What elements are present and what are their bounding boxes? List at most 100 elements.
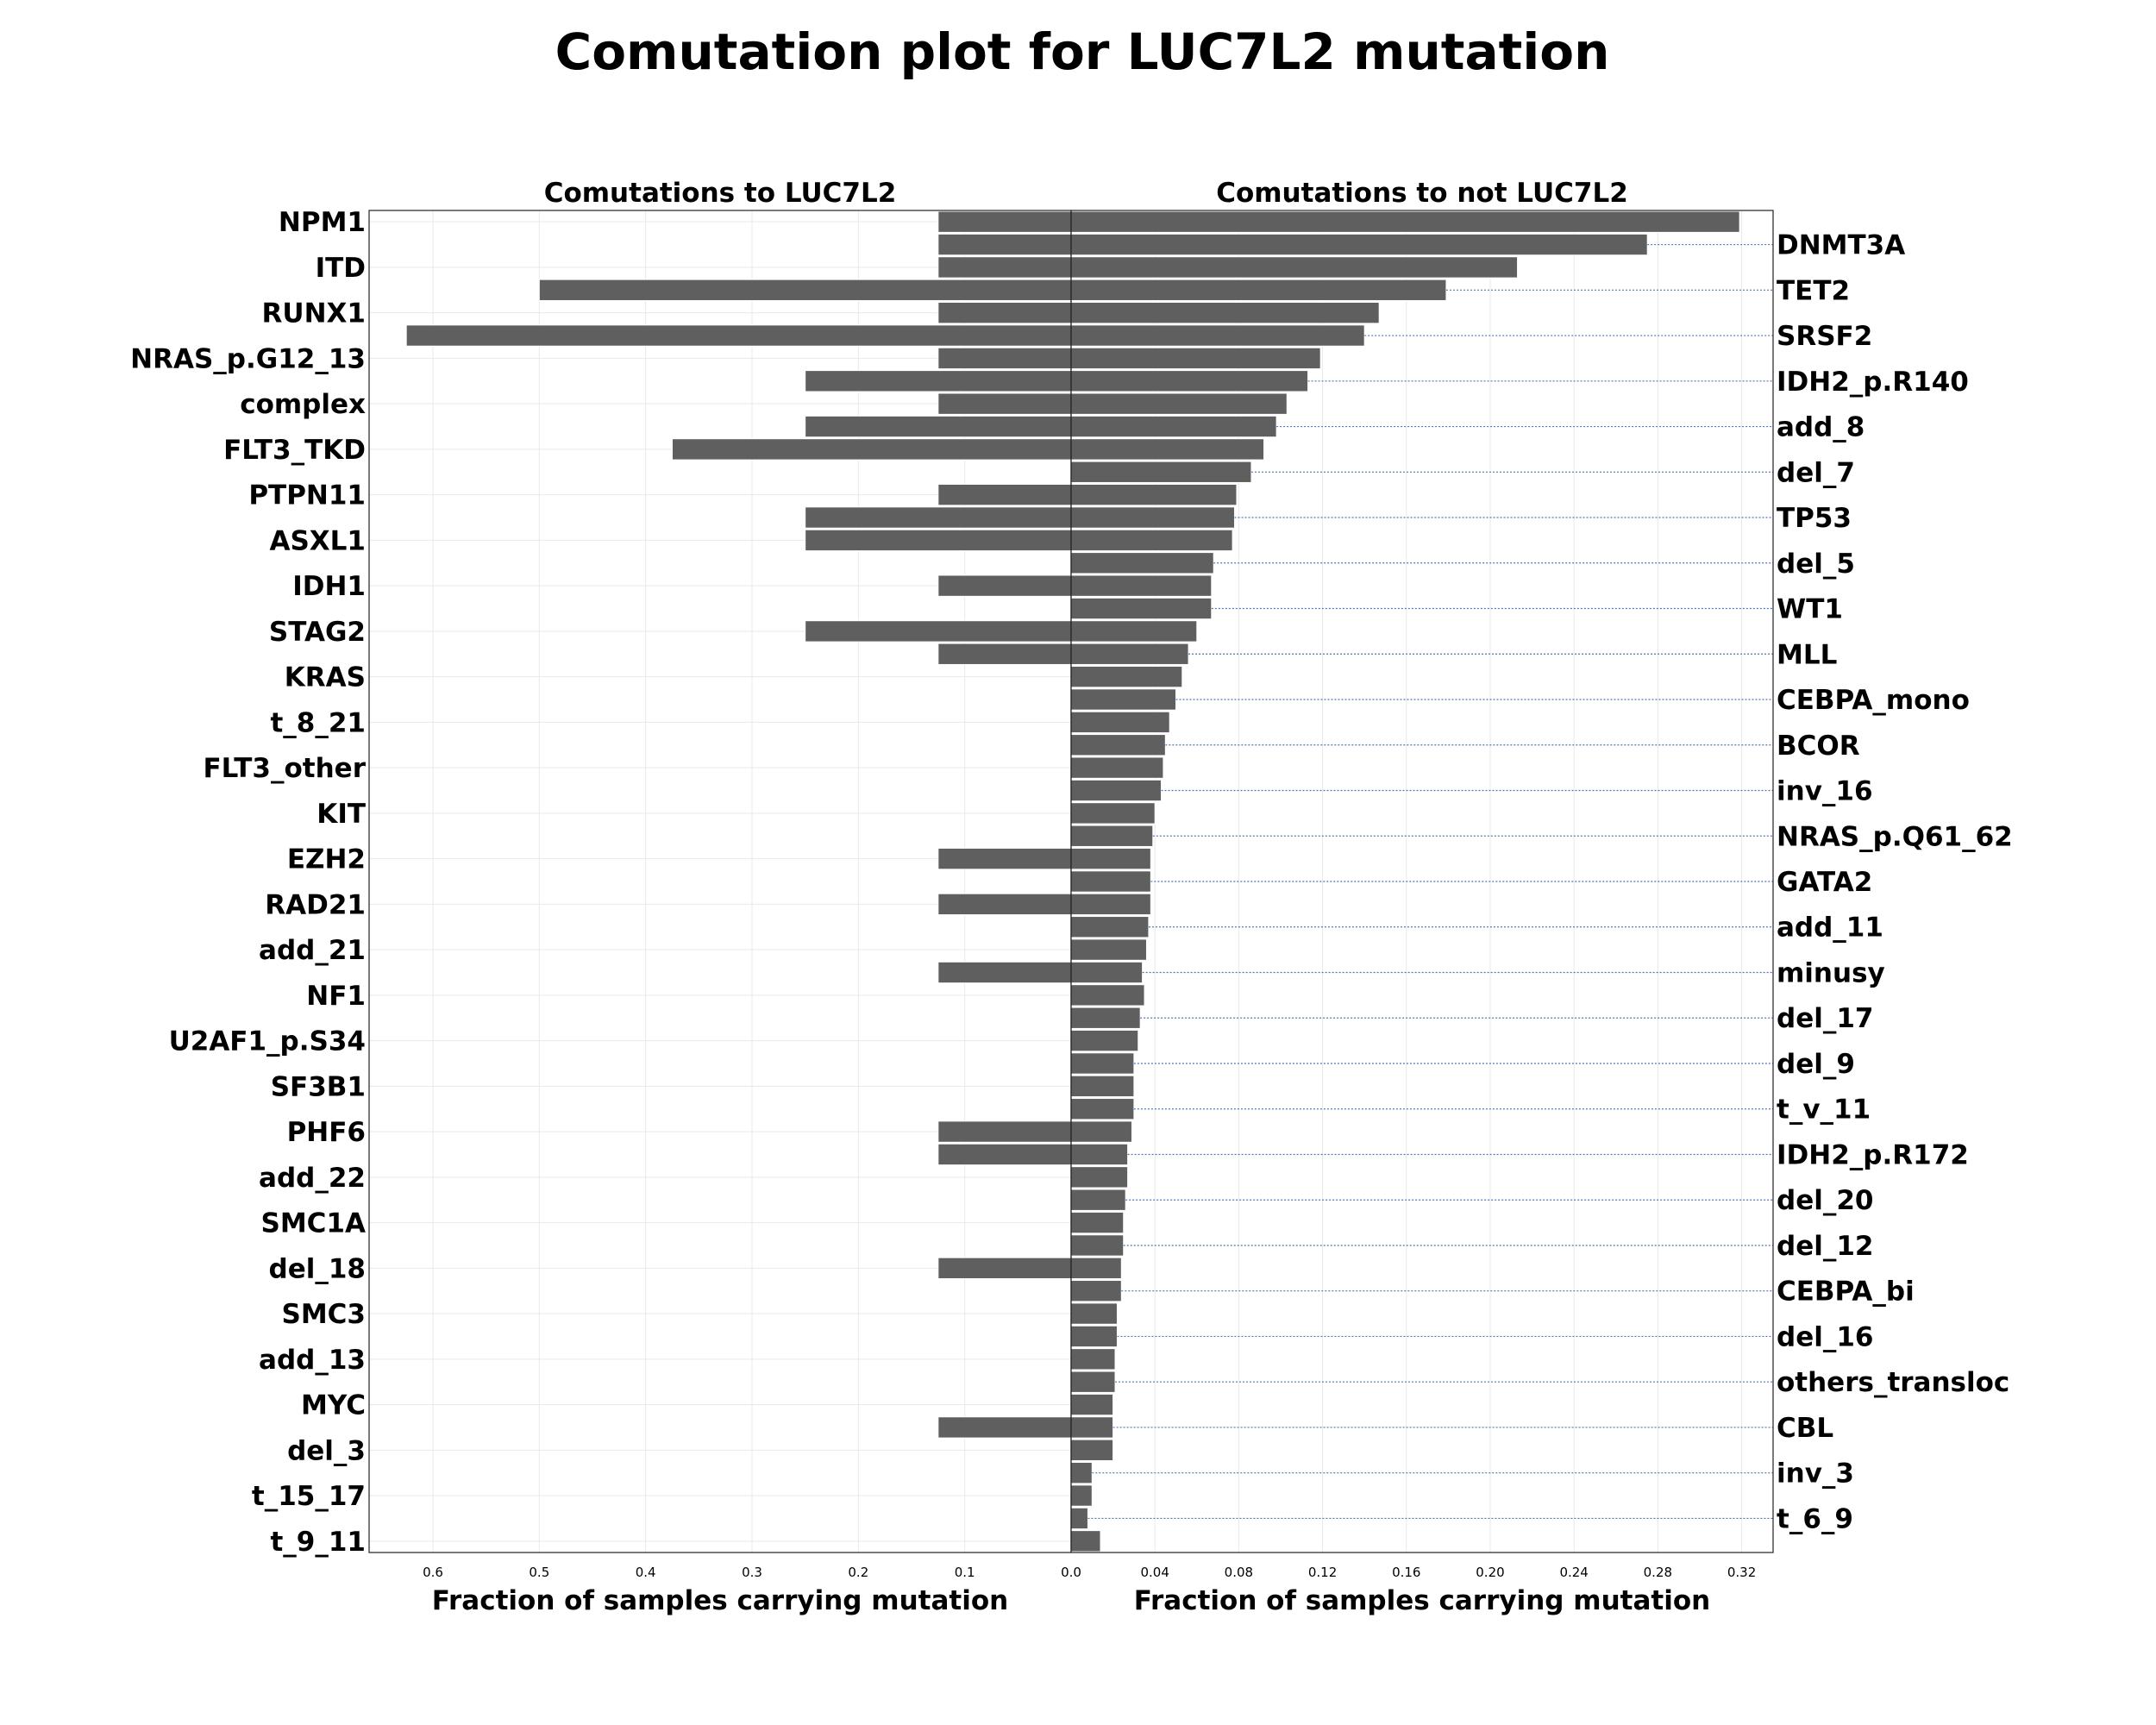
left-bar-idh2-p-r172 <box>937 1143 1072 1166</box>
right-bar-add-8 <box>1070 415 1277 438</box>
left-category-label: U2AF1_p.S34 <box>169 1026 366 1057</box>
left-category-label: t_9_11 <box>270 1527 366 1558</box>
right-category-label: MLL <box>1777 639 1837 670</box>
left-bar-mll <box>937 643 1072 665</box>
left-category-label: FLT3_TKD <box>223 435 366 466</box>
right-tick-label: 0.16 <box>1392 1565 1420 1580</box>
left-bar-minusy <box>937 961 1072 984</box>
left-category-label: IDH1 <box>292 571 366 602</box>
right-category-label: inv_16 <box>1777 776 1873 807</box>
left-category-label: RUNX1 <box>262 298 366 329</box>
right-category-label: del_17 <box>1777 1003 1873 1034</box>
right-bar-cbl <box>1070 1416 1114 1439</box>
left-category-label: ASXL1 <box>269 525 366 556</box>
right-tick-label: 0.12 <box>1308 1565 1337 1580</box>
right-bar-asxl1 <box>1070 529 1233 552</box>
right-bar-complex <box>1070 392 1288 415</box>
right-bar-add-13 <box>1070 1348 1116 1371</box>
left-tick-label: 0.0 <box>1061 1565 1081 1580</box>
right-bar-del-17 <box>1070 1007 1141 1029</box>
right-bar-sf3b1 <box>1070 1075 1135 1098</box>
left-tick-label: 0.6 <box>423 1565 443 1580</box>
right-bar-ezh2 <box>1070 847 1151 870</box>
left-bar-tp53 <box>805 506 1072 529</box>
left-category-label: add_22 <box>259 1163 366 1194</box>
right-x-axis-label: Fraction of samples carrying mutation <box>1134 1585 1710 1616</box>
right-bar-flt3-other <box>1070 756 1164 779</box>
right-bar-t-8-21 <box>1070 711 1170 734</box>
right-bar-myc <box>1070 1393 1114 1416</box>
right-tick-label: 0.04 <box>1140 1565 1169 1580</box>
right-bar-minusy <box>1070 961 1144 984</box>
left-bar-srsf2 <box>405 324 1072 347</box>
left-bar-ezh2 <box>937 847 1072 870</box>
left-category-label: STAG2 <box>269 617 366 648</box>
right-bar-del-16 <box>1070 1325 1118 1348</box>
left-category-label: NRAS_p.G12_13 <box>130 343 366 374</box>
right-category-label: del_12 <box>1777 1231 1873 1262</box>
right-category-label: add_8 <box>1777 412 1865 443</box>
right-bar-t-6-9 <box>1070 1507 1088 1530</box>
left-category-label: ITD <box>316 253 366 284</box>
right-panel-title: Comutations to not LUC7L2 <box>1216 178 1628 209</box>
left-bar-phf6 <box>937 1120 1072 1143</box>
right-category-label: IDH2_p.R172 <box>1777 1139 1969 1170</box>
left-bar-flt3-tkd <box>672 438 1072 461</box>
right-bar-rad21 <box>1070 893 1151 916</box>
left-category-label: KIT <box>317 799 366 830</box>
left-category-label: add_13 <box>259 1345 366 1376</box>
left-x-axis-label: Fraction of samples carrying mutation <box>432 1585 1008 1616</box>
left-category-label: EZH2 <box>287 844 366 875</box>
right-bar-itd <box>1070 256 1519 279</box>
right-category-label: TP53 <box>1777 503 1852 534</box>
left-bar-nras-p-g12-13 <box>937 347 1072 370</box>
left-category-label: SMC3 <box>282 1299 367 1330</box>
right-bar-t-9-11 <box>1070 1530 1101 1552</box>
right-category-label: del_9 <box>1777 1049 1855 1080</box>
left-tick-label: 0.2 <box>848 1565 868 1580</box>
right-bar-nf1 <box>1070 984 1145 1007</box>
right-tick-label: 0.08 <box>1225 1565 1253 1580</box>
left-tick-label: 0.1 <box>955 1565 975 1580</box>
right-bar-del-20 <box>1070 1189 1126 1211</box>
left-bar-ptpn11 <box>937 483 1072 506</box>
right-bar-smc3 <box>1070 1302 1118 1325</box>
right-bar-t-v-11 <box>1070 1098 1135 1120</box>
right-bar-del-7 <box>1070 461 1252 483</box>
right-category-label: del_20 <box>1777 1185 1873 1216</box>
right-bar-add-21 <box>1070 938 1147 961</box>
right-frame <box>1070 210 1774 1553</box>
left-bar-npm1 <box>937 210 1072 233</box>
right-bar-add-22 <box>1070 1166 1129 1189</box>
left-category-label: t_8_21 <box>270 707 366 738</box>
left-tick-label: 0.4 <box>636 1565 656 1580</box>
left-category-label: add_21 <box>259 935 366 966</box>
left-category-label: del_3 <box>287 1435 366 1466</box>
right-category-label: NRAS_p.Q61_62 <box>1777 821 2013 852</box>
left-bar-stag2 <box>805 620 1072 643</box>
left-panel-title: Comutations to LUC7L2 <box>544 178 897 209</box>
right-category-label: SRSF2 <box>1777 321 1872 352</box>
right-bar-phf6 <box>1070 1120 1132 1143</box>
right-bar-smc1a <box>1070 1211 1125 1234</box>
right-category-label: BCOR <box>1777 731 1860 762</box>
left-tick-label: 0.3 <box>742 1565 762 1580</box>
right-bar-tet2 <box>1070 279 1447 301</box>
left-category-label: SMC1A <box>261 1208 367 1239</box>
right-category-label: CEBPA_mono <box>1777 685 1970 716</box>
right-category-label: TET2 <box>1777 275 1850 306</box>
right-tick-label: 0.20 <box>1476 1565 1504 1580</box>
right-category-label: t_6_9 <box>1777 1503 1853 1534</box>
left-category-label: MYC <box>301 1390 366 1421</box>
left-bar-tet2 <box>538 279 1072 301</box>
left-category-label: KRAS <box>285 662 366 693</box>
right-category-label: t_v_11 <box>1777 1095 1871 1126</box>
left-bar-itd <box>937 256 1072 279</box>
right-tick-label: 0.32 <box>1727 1565 1756 1580</box>
right-bar-tp53 <box>1070 506 1236 529</box>
right-category-label: CBL <box>1777 1413 1833 1444</box>
right-bar-idh1 <box>1070 574 1213 597</box>
right-bar-inv-16 <box>1070 779 1162 802</box>
left-category-label: PHF6 <box>287 1117 366 1148</box>
